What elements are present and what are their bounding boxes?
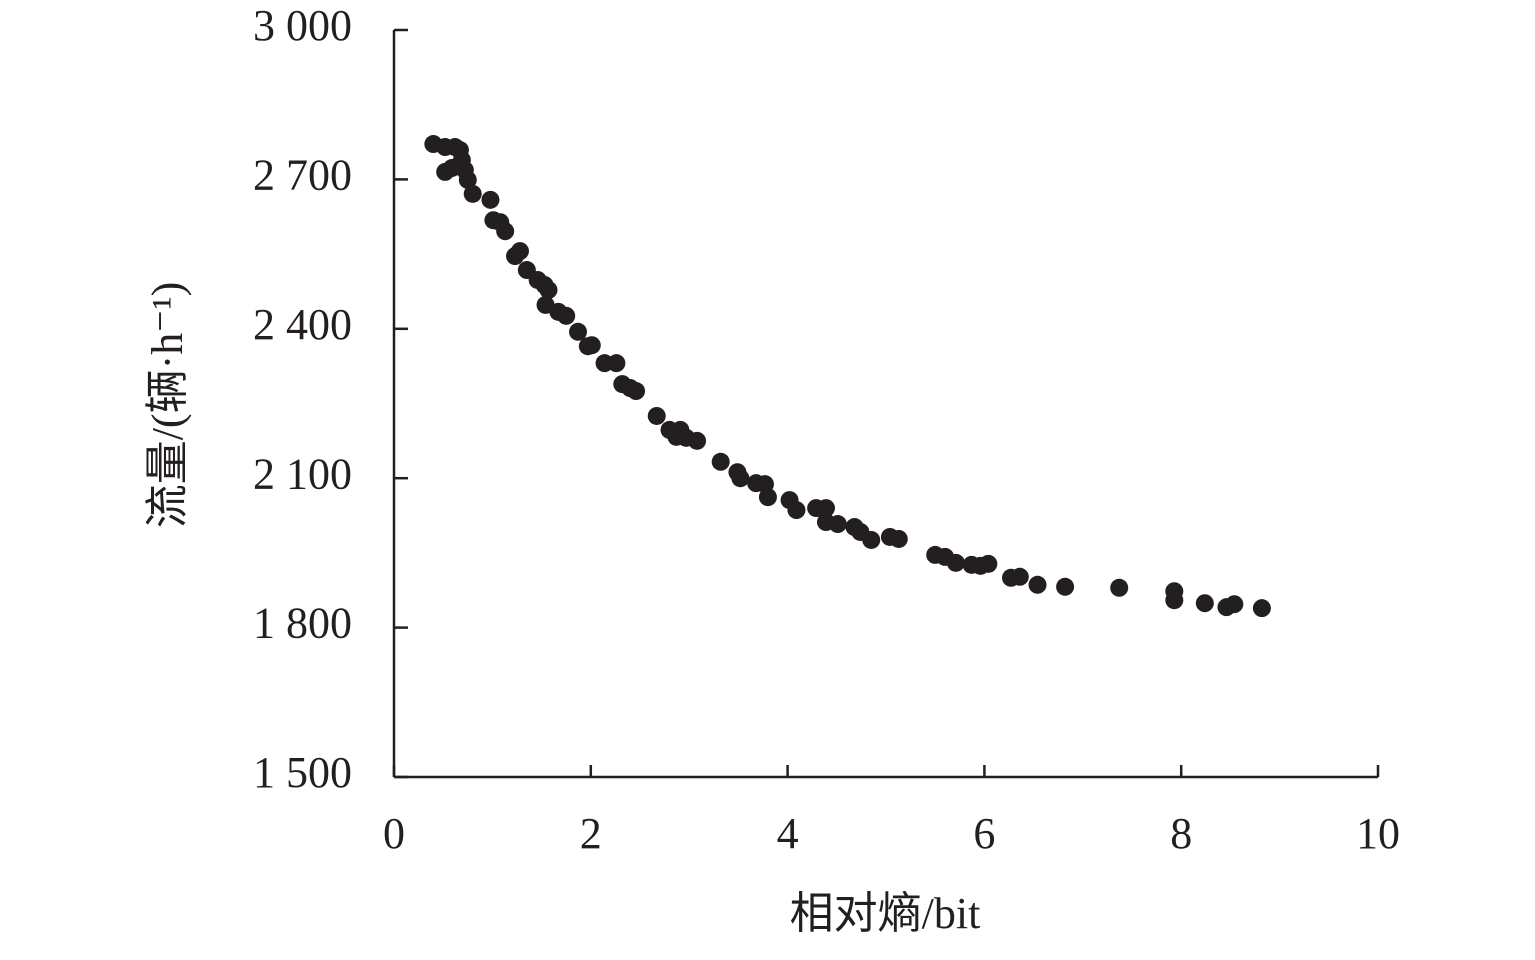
x-tick-label: 4 <box>777 809 799 858</box>
point <box>647 406 666 425</box>
point <box>607 354 626 373</box>
point <box>688 431 707 450</box>
point <box>1195 594 1214 613</box>
point <box>758 488 777 507</box>
point <box>582 336 601 355</box>
y-tick-label: 2 100 <box>253 449 352 498</box>
point <box>1165 591 1184 610</box>
point <box>731 469 750 488</box>
point <box>463 184 482 203</box>
x-tick-label: 0 <box>383 809 405 858</box>
y-tick-label: 3 000 <box>253 1 352 50</box>
point <box>496 222 515 241</box>
point <box>1056 577 1075 596</box>
point <box>1110 578 1129 597</box>
point <box>979 554 998 573</box>
y-axis-label: 流量/(辆·h⁻¹) <box>143 282 192 529</box>
point <box>510 242 529 261</box>
point <box>569 322 588 341</box>
x-tick-label: 10 <box>1356 809 1400 858</box>
point <box>816 499 835 518</box>
point <box>1010 567 1029 586</box>
point <box>458 170 477 189</box>
y-tick-label: 1 800 <box>253 599 352 648</box>
point <box>481 190 500 209</box>
point <box>1028 575 1047 594</box>
y-tick-label: 2 400 <box>253 300 352 349</box>
y-tick-label: 2 700 <box>253 150 352 199</box>
point <box>1252 599 1271 618</box>
x-tick-label: 6 <box>973 809 995 858</box>
point <box>889 529 908 548</box>
point <box>787 501 806 520</box>
x-axis-label: 相对熵/bit <box>790 889 981 938</box>
point <box>711 452 730 471</box>
point <box>862 530 881 549</box>
x-tick-label: 8 <box>1170 809 1192 858</box>
x-tick-label: 2 <box>580 809 602 858</box>
point <box>539 280 558 299</box>
point <box>946 553 965 572</box>
y-tick-label: 1 500 <box>253 748 352 797</box>
point <box>1225 595 1244 614</box>
point <box>828 515 847 534</box>
point <box>557 306 576 325</box>
point <box>627 382 646 401</box>
point <box>452 150 471 169</box>
